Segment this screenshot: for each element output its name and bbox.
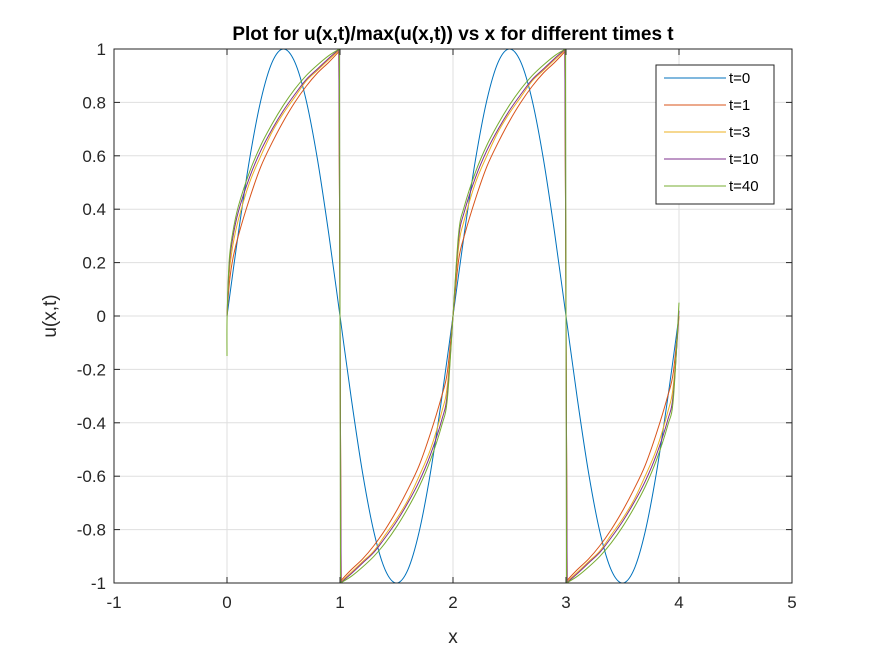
y-tick-label: -0.6 <box>77 467 106 486</box>
x-tick-label: 0 <box>222 593 231 612</box>
y-tick-label: -1 <box>91 574 106 593</box>
ticks: -1 0 1 2 3 4 5 -1 -0.8 -0.6 -0.4 -0.2 0 0.2 0.4 0.6 0.8 1 <box>77 40 797 612</box>
series-line-t-40 <box>226 49 680 583</box>
chart-title: Plot for u(x,t)/max(u(x,t)) vs x for dif… <box>232 24 674 45</box>
x-tick-label: -1 <box>106 593 121 612</box>
y-tick-label: -0.2 <box>77 360 106 379</box>
y-tick-label: 0 <box>97 307 106 326</box>
y-tick-label: -0.8 <box>77 521 106 540</box>
y-tick-label: 0.8 <box>82 93 106 112</box>
legend-box <box>655 64 775 205</box>
x-tick-label: 5 <box>787 593 796 612</box>
legend-entry: t=10 <box>729 151 759 168</box>
legend-entry: t=3 <box>729 124 750 141</box>
x-tick-label: 4 <box>674 593 683 612</box>
legend-entry: t=0 <box>729 70 750 87</box>
legend-entry: t=40 <box>729 178 759 195</box>
y-tick-label: 0.2 <box>82 254 106 273</box>
x-tick-label: 1 <box>335 593 344 612</box>
x-tick-label: 2 <box>448 593 457 612</box>
x-axis-label: x <box>448 627 458 648</box>
legend: t=0 t=1 t=3 t=10 t=40 <box>655 64 775 205</box>
x-tick-label: 3 <box>561 593 570 612</box>
y-tick-label: 1 <box>97 40 106 59</box>
legend-entry: t=1 <box>729 97 750 114</box>
series-layer <box>226 49 680 583</box>
y-axis-label: u(x,t) <box>40 294 61 337</box>
y-tick-label: 0.6 <box>82 147 106 166</box>
y-tick-label: 0.4 <box>82 200 106 219</box>
y-tick-label: -0.4 <box>77 414 106 433</box>
